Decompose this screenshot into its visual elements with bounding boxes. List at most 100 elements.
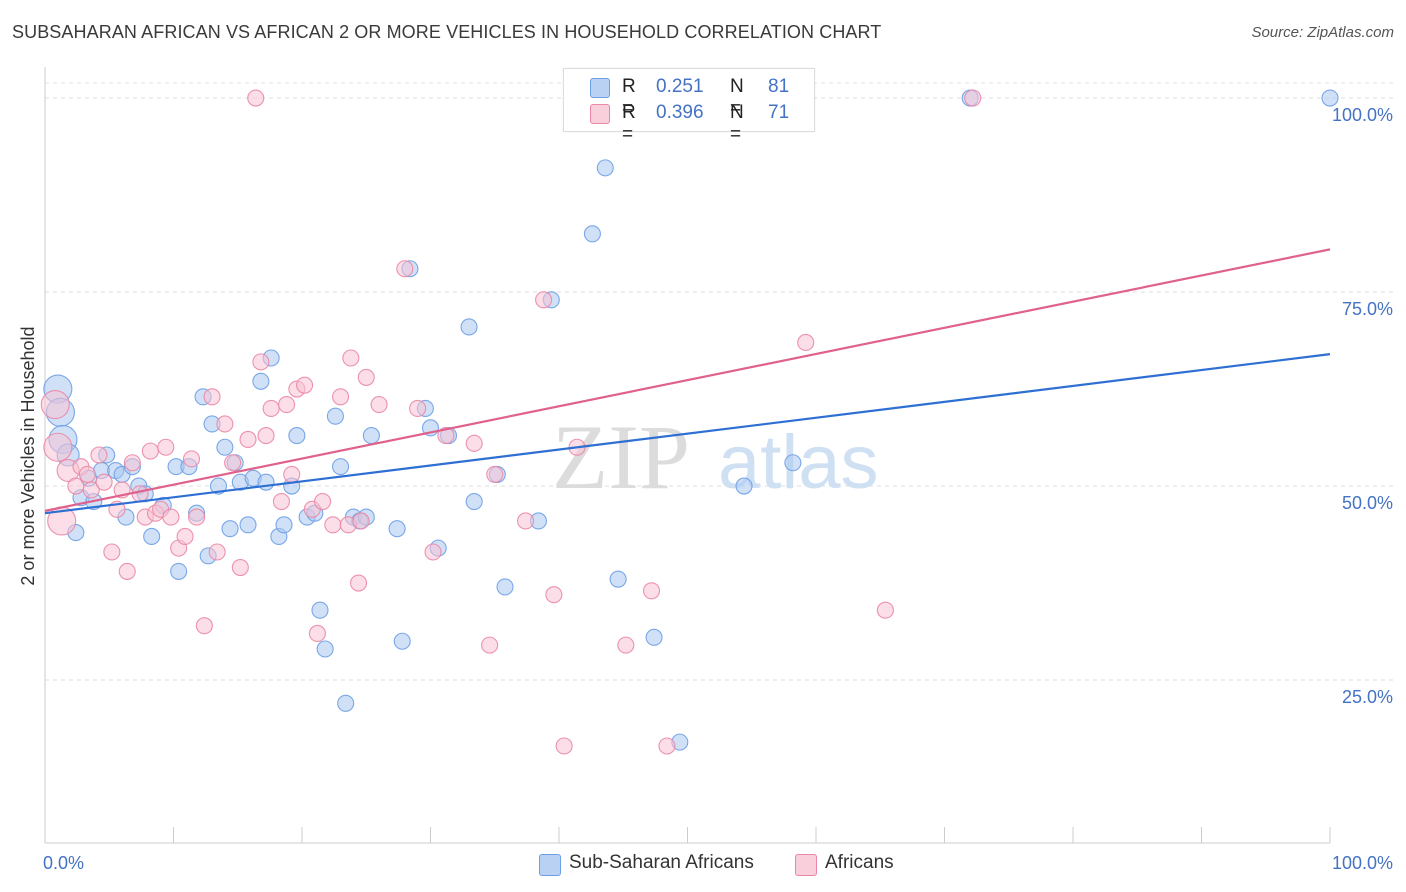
africans-point [437,427,455,445]
legend-n-value: 81 [768,76,790,97]
watermark-zip: ZIP [552,406,690,508]
sub-saharan-point [645,628,663,646]
sub-saharan-point [609,570,627,588]
sub-saharan-point [496,578,514,596]
sub-saharan-point [735,477,753,495]
africans-point [208,543,226,561]
africans-point [617,636,635,654]
africans-point [308,624,326,643]
africans-point [545,586,563,604]
africans-point [486,465,504,483]
legend-swatch-sub-saharan [590,78,610,98]
axes [44,67,1331,844]
sub-saharan-point [275,516,293,534]
y-axis-label: 2 or more Vehicles in Household [18,326,38,585]
trend-line-sub-saharan [44,353,1331,515]
sub-saharan-point [316,640,334,658]
sub-saharan-point [216,438,234,456]
legend-r-value: 0.396 [656,102,704,123]
africans-point [252,353,270,371]
africans-point [964,89,982,107]
x-tick-label: 0.0% [43,853,84,873]
africans-point [342,349,360,367]
y-tick-label: 75.0% [1342,299,1393,319]
legend-swatch-africans [795,854,817,876]
sub-saharan-point [331,458,350,476]
sub-saharan-point [460,318,478,336]
sub-saharan-point [326,407,344,425]
africans-point [131,485,149,503]
africans-point [239,430,257,449]
sub-saharan-point [257,473,275,491]
sub-saharan-point [337,694,355,712]
y-tick-label: 50.0% [1342,493,1393,513]
africans-point [103,543,121,561]
sub-saharan-point [393,632,411,650]
x-tick-label: 100.0% [1332,853,1393,873]
legend-r-label: R = [622,102,636,145]
africans-point [481,636,499,654]
sub-saharan-point [221,520,239,538]
africans-point [247,89,265,107]
africans-point [188,508,206,526]
africans-point [314,493,332,511]
y-tick-label: 25.0% [1342,687,1393,707]
sub-saharan-point [252,372,270,390]
africans-point [82,481,100,499]
y-tick-label: 100.0% [1332,105,1393,125]
africans-point [465,434,483,452]
africans-point [141,442,159,460]
africans-point [283,465,301,483]
africans-point [331,388,350,406]
sub-saharan-point [583,225,601,243]
legend-label-sub-saharan: Sub-Saharan Africans [569,852,754,873]
africans-point [203,388,221,406]
legend-stats: R = 0.251 N = 81 R = 0.396 N = 71 [563,68,815,145]
trend-line-africans [44,248,1331,512]
africans-point [90,446,108,464]
africans-point [176,527,194,546]
sub-saharan-point [170,562,188,580]
africans-point [409,399,427,417]
sub-saharan-point [784,454,802,472]
sub-saharan-point [362,427,380,445]
africans-point [162,508,180,526]
sub-saharan-point [1321,89,1339,107]
africans-point [396,260,414,278]
sub-saharan-point [388,520,406,538]
legend-r-value: 0.251 [656,76,704,97]
africans-point [272,493,290,511]
africans-point [517,512,535,530]
sub-saharan-point [209,477,228,495]
gridlines [45,82,1395,681]
tick-labels: 25.0% 50.0% 75.0% 100.0% 0.0% 100.0% [43,105,1393,873]
africans-point [797,333,815,352]
legend-n-label: N = [730,102,744,145]
africans-point [43,432,73,462]
africans-point [195,617,213,635]
chart-title: SUBSAHARAN AFRICAN VS AFRICAN 2 OR MORE … [12,22,882,42]
africans-point [95,473,113,491]
sub-saharan-point [143,527,161,546]
sub-saharan-point [465,493,483,511]
africans-point [262,399,280,417]
africans-point [555,737,573,755]
legend-swatch-africans [590,104,610,124]
africans-point [352,512,370,530]
africans-point [224,454,242,472]
africans-point [182,450,201,468]
africans-point [876,601,894,619]
africans-point [118,562,136,580]
legend-r-label: R = [622,76,636,119]
series-africans-points [40,89,982,755]
watermark: ZIP atlas [552,406,879,508]
legend-n-label: N = [730,76,744,119]
sub-saharan-point [288,427,306,445]
sub-saharan-point [311,601,329,619]
africans-point [658,737,676,755]
legend-label-africans: Africans [825,852,894,873]
africans-point [349,574,368,592]
chart-source: Source: ZipAtlas.com [1251,24,1394,41]
africans-point [278,396,296,414]
